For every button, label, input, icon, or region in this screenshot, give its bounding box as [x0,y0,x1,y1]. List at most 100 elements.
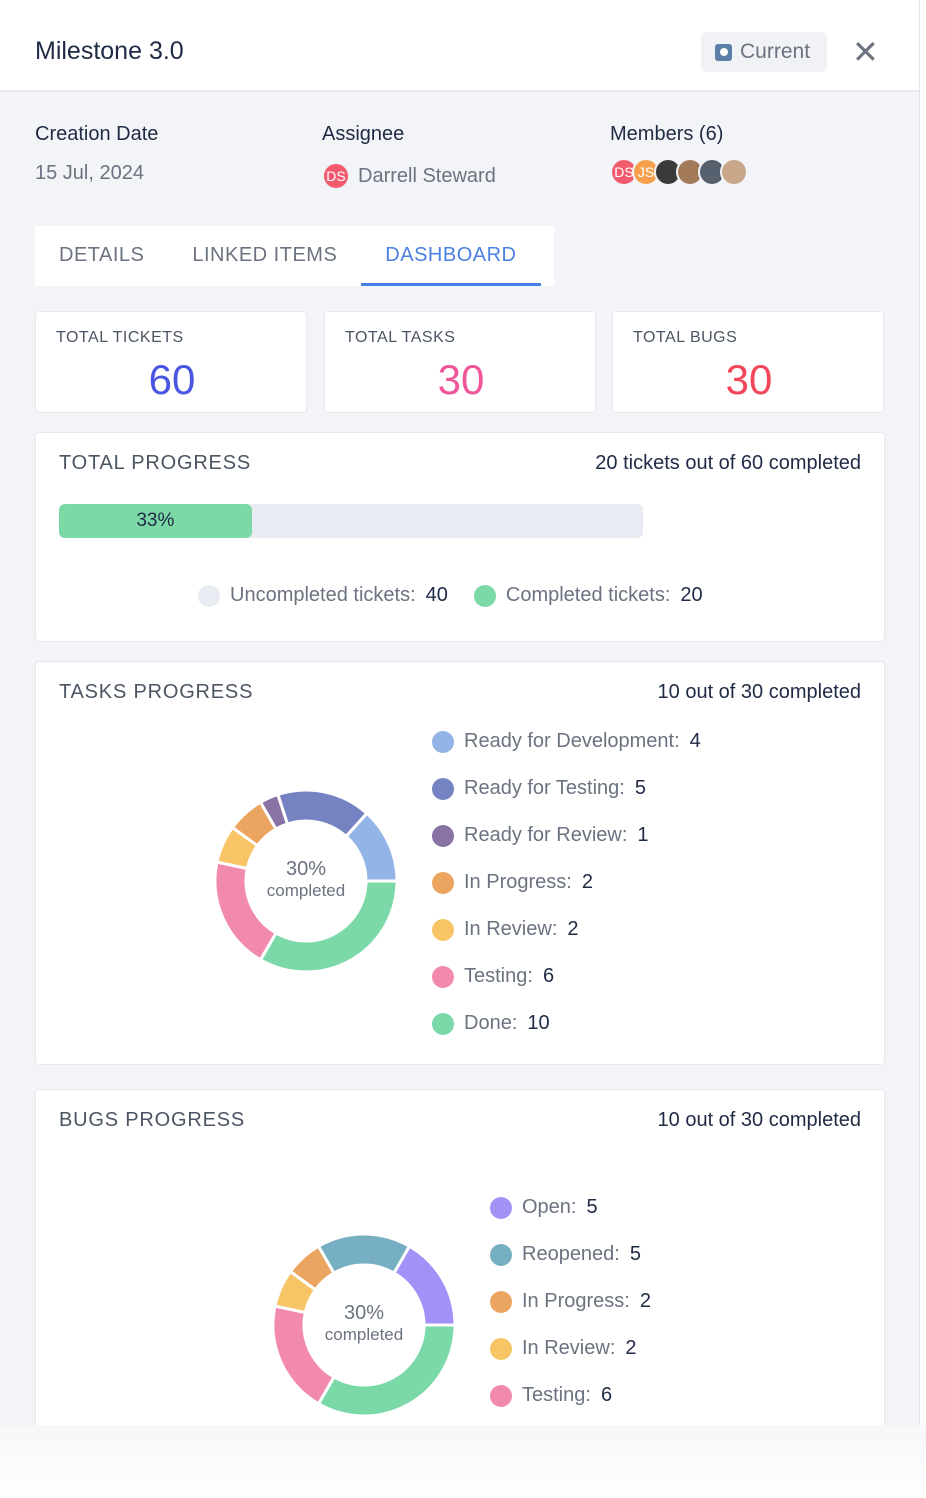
creation-date: Creation Date 15 Jul, 2024 [35,123,158,185]
legend-dot [198,584,220,607]
stat-value: 30 [725,356,773,403]
bottom-fade [0,1425,926,1498]
legend-value: 2 [625,1337,637,1359]
legend-dot [432,824,454,847]
stat-value: 60 [148,356,196,403]
legend-completed: Completed tickets: 20 [473,584,703,607]
legend-value: 2 [639,1290,651,1312]
stat-label: TOTAL BUGS [633,329,738,346]
legend-value: 1 [637,824,649,846]
creation-date-value: 15 Jul, 2024 [35,162,144,184]
members-label: Members (6) [610,123,724,145]
card-title: TOTAL PROGRESS [59,452,251,474]
stat-label: TOTAL TICKETS [56,329,184,346]
legend-value: 20 [680,584,703,606]
donut-center-label: completed [324,1325,404,1344]
legend-value: 40 [425,584,448,606]
legend-value: 6 [600,1384,613,1406]
legend-item: In Review: 2 [490,1337,651,1360]
card-summary: 10 out of 30 completed [657,1109,861,1131]
donut-center-label: completed [266,881,346,900]
legend-label: Open: [522,1196,577,1218]
legend-item: In Review: 2 [432,918,701,941]
legend-value: 10 [527,1012,550,1034]
legend-item: Open: 5 [490,1196,651,1219]
legend-label: Done: [464,1012,518,1034]
legend-label: In Review: [522,1337,616,1359]
legend-label: Ready for Development: [464,730,680,752]
status-label: Current [740,40,811,63]
assignee: Assignee DS Darrell Steward [322,123,496,190]
donut-slice[interactable] [344,811,399,883]
progress-fill: 33% [59,504,252,538]
milestone-panel: Milestone 3.0 Current ✕ Creation Date 15… [0,0,920,1425]
card-title: BUGS PROGRESS [59,1109,245,1131]
legend-label: In Review: [464,918,558,940]
legend-value: 5 [629,1243,641,1265]
assignee-name[interactable]: Darrell Steward [358,164,496,187]
legend-dot [432,777,454,800]
status-badge[interactable]: Current [701,32,827,72]
legend-label: Reopened: [522,1243,620,1265]
tab-linked-items[interactable]: LINKED ITEMS [192,244,338,266]
legend-value: 5 [634,777,646,799]
legend-label: Testing: [522,1384,591,1406]
stat-label: TOTAL TASKS [345,329,456,346]
legend-item: In Progress: 2 [432,871,701,894]
panel-header: Milestone 3.0 Current ✕ [0,0,919,92]
legend-dot [490,1243,512,1266]
legend-dot [490,1384,512,1407]
tasks-progress-card: TASKS PROGRESS 10 out of 30 completed 30… [35,661,885,1065]
legend-label: Completed tickets: [505,584,671,606]
member-avatar[interactable] [720,158,748,186]
card-summary: 20 tickets out of 60 completed [595,452,861,474]
legend-dot [432,965,454,988]
legend-value: 2 [567,918,579,940]
legend-dot [473,584,496,607]
legend-value: 4 [689,730,701,752]
legend-dot [432,871,454,894]
bugs-progress-card: BUGS PROGRESS 10 out of 30 completed 30%… [35,1089,885,1425]
status-icon [715,43,732,61]
tab-details[interactable]: DETAILS [59,244,145,266]
legend-value: 6 [542,965,555,987]
tab-bar: DETAILS LINKED ITEMS DASHBOARD [35,226,554,286]
members: Members (6) DS JS [610,123,748,186]
legend-dot [432,1012,454,1035]
legend-dot [490,1196,512,1219]
legend-dot [432,918,454,941]
donut-slice[interactable] [391,1244,457,1327]
creation-date-label: Creation Date [35,123,159,145]
donut-center-value: 30% [343,1302,385,1324]
legend-item: Done: 10 [432,1012,701,1035]
legend-item: Testing: 6 [432,965,701,988]
bugs-donut-chart [271,1232,457,1418]
avatar[interactable]: DS [322,162,350,190]
legend-dot [432,730,454,753]
legend-label: Uncompleted tickets: [230,584,416,606]
legend-label: Ready for Testing: [464,777,625,799]
legend-dot [490,1290,512,1313]
total-progress-card: TOTAL PROGRESS 20 tickets out of 60 comp… [35,432,885,642]
tasks-donut-chart [213,788,399,974]
total-tasks-card: TOTAL TASKS 30 [324,311,596,413]
legend-item: Testing: 6 [490,1384,651,1407]
legend-item: Ready for Testing: 5 [432,777,701,800]
legend-value: 5 [586,1196,598,1218]
legend-item: Reopened: 5 [490,1243,651,1266]
page-title: Milestone 3.0 [35,37,184,65]
legend-item: Ready for Review: 1 [432,824,701,847]
legend-label: Ready for Review: [464,824,628,846]
assignee-label: Assignee [322,123,405,145]
stat-value: 30 [437,356,485,403]
legend-item: In Progress: 2 [490,1290,651,1313]
legend-label: In Progress: [464,871,572,893]
card-summary: 10 out of 30 completed [657,681,861,703]
total-bugs-card: TOTAL BUGS 30 [612,311,884,413]
legend-item: Ready for Development: 4 [432,730,701,753]
legend-dot [490,1337,512,1360]
tab-dashboard[interactable]: DASHBOARD [361,226,541,286]
legend-value: 2 [581,871,593,893]
close-icon[interactable]: ✕ [852,34,879,70]
legend-label: Testing: [464,965,533,987]
